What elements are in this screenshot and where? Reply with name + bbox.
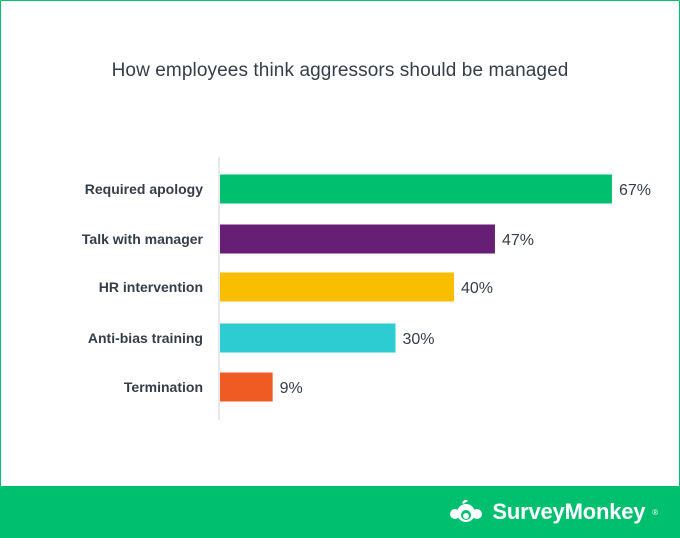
- value-label: 47%: [502, 232, 534, 249]
- value-label: 30%: [403, 331, 435, 348]
- bar: [220, 174, 612, 204]
- category-label: HR intervention: [99, 279, 203, 295]
- category-label: Talk with manager: [82, 231, 204, 247]
- category-label: Required apology: [85, 181, 203, 197]
- footer-bar: SurveyMonkey ®: [0, 486, 680, 538]
- category-label: Termination: [124, 379, 203, 395]
- brand[interactable]: SurveyMonkey ®: [446, 498, 658, 526]
- bar: [220, 372, 273, 402]
- value-label: 40%: [461, 280, 493, 297]
- surveymonkey-logo-icon: [450, 499, 483, 522]
- bar-chart: Required apology 67% Talk with manager 47% H…: [82, 157, 651, 420]
- chart-title: How employees think aggressors should be…: [111, 60, 569, 81]
- bar: [220, 272, 454, 302]
- bar: [220, 323, 396, 353]
- value-label: 9%: [280, 380, 303, 397]
- brand-registered-mark: ®: [652, 507, 658, 517]
- category-label: Anti-bias training: [88, 330, 203, 346]
- brand-name: SurveyMonkey: [492, 499, 646, 524]
- bar: [220, 224, 495, 254]
- value-label: 67%: [619, 182, 651, 199]
